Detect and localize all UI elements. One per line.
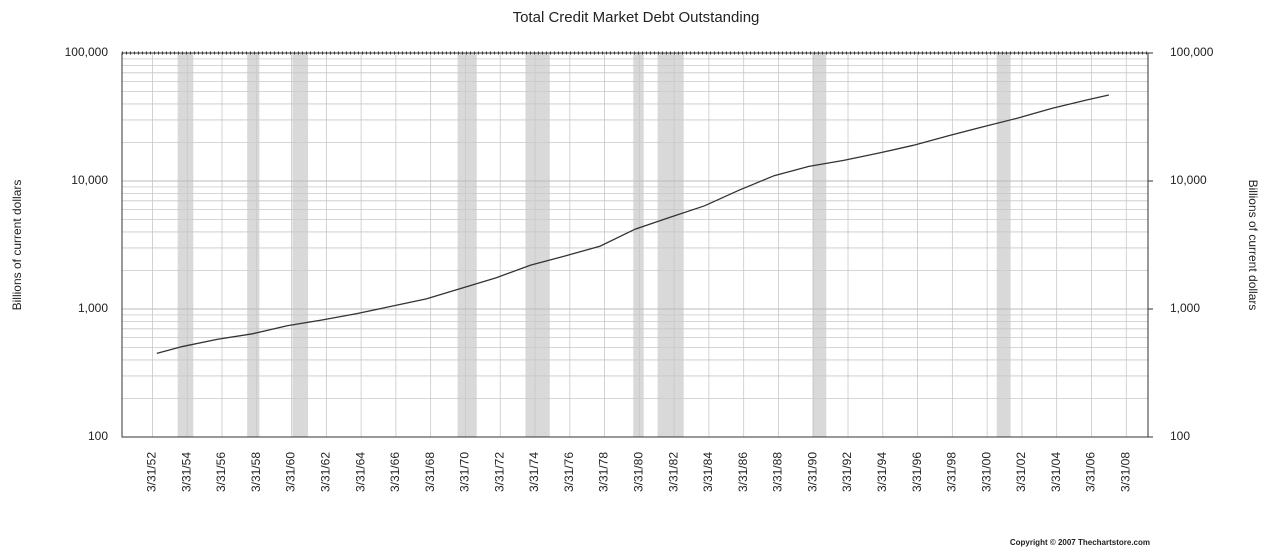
y-tick-label: 100,000 xyxy=(65,45,109,59)
y2-tick-label: 10,000 xyxy=(1170,173,1207,187)
x-tick-label: 3/31/92 xyxy=(840,452,854,492)
y-tick-label: 10,000 xyxy=(71,173,108,187)
x-tick-label: 3/31/76 xyxy=(562,452,576,492)
x-tick-label: 3/31/54 xyxy=(179,452,193,492)
x-tick-label: 3/31/94 xyxy=(875,452,889,492)
x-tick-label: 3/31/86 xyxy=(736,452,750,492)
x-tick-label: 3/31/90 xyxy=(805,452,819,492)
shaded-period xyxy=(633,53,644,437)
x-tick-label: 3/31/66 xyxy=(388,452,402,492)
x-tick-label: 3/31/56 xyxy=(214,452,228,492)
x-tick-label: 3/31/02 xyxy=(1014,452,1028,492)
shaded-period xyxy=(812,53,827,437)
shaded-period xyxy=(247,53,260,437)
y2-tick-label: 1,000 xyxy=(1170,301,1200,315)
x-tick-label: 3/31/68 xyxy=(423,452,437,492)
x-tick-label: 3/31/08 xyxy=(1118,452,1132,492)
data-line xyxy=(156,94,1110,355)
footnote: Copyright © 2007 Thechartstore.com xyxy=(1010,538,1150,547)
x-tick-label: 3/31/60 xyxy=(284,452,298,492)
x-tick-label: 3/31/82 xyxy=(666,452,680,492)
y-axis-label: Billions of current dollars xyxy=(10,180,24,311)
x-tick-label: 3/31/78 xyxy=(597,452,611,492)
x-tick-label: 3/31/52 xyxy=(145,452,159,492)
x-tick-label: 3/31/00 xyxy=(979,452,993,492)
shaded-period xyxy=(996,53,1011,437)
x-tick-label: 3/31/88 xyxy=(771,452,785,492)
y-tick-label: 1,000 xyxy=(78,301,108,315)
shaded-period xyxy=(525,53,550,437)
x-tick-label: 3/31/64 xyxy=(353,452,367,492)
y-tick-label: 100 xyxy=(88,429,108,443)
shaded-period xyxy=(657,53,684,437)
y2-tick-label: 100 xyxy=(1170,429,1190,443)
shaded-period xyxy=(177,53,194,437)
x-tick-label: 3/31/84 xyxy=(701,452,715,492)
x-tick-label: 3/31/58 xyxy=(249,452,263,492)
x-tick-label: 3/31/72 xyxy=(492,452,506,492)
y2-axis-label: Billions of current dollars xyxy=(1246,180,1260,311)
chart-title: Total Credit Market Debt Outstanding xyxy=(513,9,760,26)
x-tick-label: 3/31/98 xyxy=(945,452,959,492)
x-tick-label: 3/31/74 xyxy=(527,452,541,492)
x-tick-label: 3/31/06 xyxy=(1084,452,1098,492)
x-tick-label: 3/31/62 xyxy=(319,452,333,492)
shaded-period xyxy=(457,53,477,437)
shaded-period xyxy=(292,53,309,437)
x-tick-label: 3/31/04 xyxy=(1049,452,1063,492)
x-tick-label: 3/31/70 xyxy=(458,452,472,492)
y2-tick-label: 100,000 xyxy=(1170,45,1214,59)
x-tick-label: 3/31/80 xyxy=(632,452,646,492)
x-tick-label: 3/31/96 xyxy=(910,452,924,492)
